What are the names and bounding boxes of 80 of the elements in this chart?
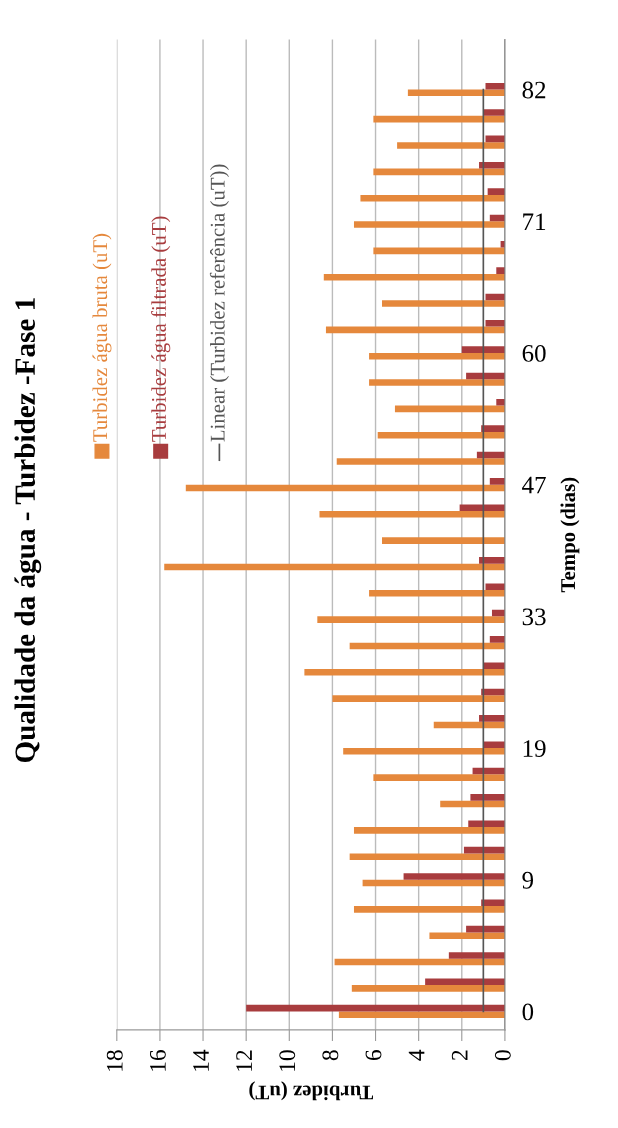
bar bbox=[353, 906, 505, 913]
bar bbox=[343, 748, 505, 755]
x-axis-title: Turbidez (uT) bbox=[249, 1081, 373, 1101]
bar bbox=[382, 300, 505, 307]
x-tick-label: 18 bbox=[106, 1050, 123, 1071]
bar bbox=[369, 379, 505, 386]
bar bbox=[485, 320, 505, 327]
bar bbox=[353, 827, 505, 834]
x-tick-label: 2 bbox=[451, 1050, 468, 1061]
text: Qualidade da água - Turbidez -Fase 1 bbox=[14, 298, 42, 763]
bar bbox=[362, 879, 505, 887]
x-tick-label: 14 bbox=[193, 1049, 209, 1071]
bar bbox=[481, 425, 505, 432]
bar bbox=[496, 399, 505, 406]
bar bbox=[185, 484, 505, 492]
bar bbox=[479, 557, 505, 564]
bar bbox=[394, 405, 505, 413]
bar bbox=[485, 583, 505, 590]
bar bbox=[325, 326, 505, 334]
bar bbox=[353, 221, 505, 228]
bar bbox=[323, 273, 505, 281]
bar bbox=[489, 636, 505, 643]
x-tick-label: 4 bbox=[408, 1049, 425, 1061]
y-tick-label: 9 bbox=[522, 871, 534, 889]
bar bbox=[397, 142, 505, 149]
bar bbox=[485, 82, 505, 90]
y-axis-title: Tempo (dias) bbox=[560, 477, 580, 593]
y-tick-label: 33 bbox=[522, 608, 546, 626]
bar bbox=[483, 741, 505, 749]
bar bbox=[349, 642, 505, 650]
bar bbox=[483, 109, 505, 116]
bar bbox=[246, 1004, 505, 1012]
bar bbox=[319, 510, 505, 518]
text: Turbidez água filtrada (uT) bbox=[151, 216, 171, 442]
bar bbox=[481, 899, 505, 907]
bar bbox=[479, 161, 505, 169]
x-tick-label: 10 bbox=[279, 1050, 296, 1071]
bar bbox=[489, 478, 505, 485]
bar bbox=[369, 352, 505, 360]
bar bbox=[468, 820, 505, 828]
bar bbox=[373, 774, 505, 781]
bar bbox=[429, 932, 505, 939]
y-tick-label: 47 bbox=[522, 476, 546, 494]
bar bbox=[377, 431, 505, 439]
bar bbox=[448, 952, 505, 959]
bar bbox=[349, 853, 505, 860]
x-tick-label: 8 bbox=[322, 1050, 339, 1061]
bar bbox=[487, 188, 505, 195]
x-tick-label: 16 bbox=[149, 1050, 166, 1071]
x-tick-label: 12 bbox=[236, 1050, 252, 1071]
y-tick-label: 82 bbox=[522, 81, 546, 99]
bar bbox=[373, 247, 505, 255]
bar bbox=[382, 537, 505, 544]
bar bbox=[332, 695, 505, 702]
bar bbox=[496, 267, 505, 274]
bar bbox=[403, 873, 505, 880]
bar bbox=[373, 168, 505, 176]
bar bbox=[336, 458, 505, 465]
y-tick-label: 71 bbox=[523, 213, 546, 230]
bar bbox=[334, 958, 505, 966]
y-tick-label: 0 bbox=[522, 1003, 534, 1021]
bar bbox=[351, 985, 505, 992]
text: Linear (Turbidez referência (uT)) bbox=[209, 164, 229, 442]
bar bbox=[479, 715, 505, 722]
y-tick-label: 60 bbox=[522, 344, 546, 362]
bar bbox=[317, 616, 505, 623]
bar bbox=[373, 115, 505, 123]
y-tick-label: 19 bbox=[523, 740, 546, 757]
bar bbox=[461, 346, 505, 353]
x-tick-label: 0 bbox=[494, 1050, 511, 1061]
bar bbox=[304, 669, 505, 676]
bar bbox=[338, 1011, 505, 1019]
bar bbox=[483, 662, 505, 670]
bar bbox=[369, 589, 505, 597]
bar bbox=[360, 194, 505, 202]
x-tick-label: 6 bbox=[365, 1050, 382, 1061]
text: Turbidez água bruta (uT) bbox=[92, 233, 112, 442]
bar bbox=[164, 563, 505, 571]
bar bbox=[459, 504, 505, 511]
bar bbox=[470, 794, 505, 801]
